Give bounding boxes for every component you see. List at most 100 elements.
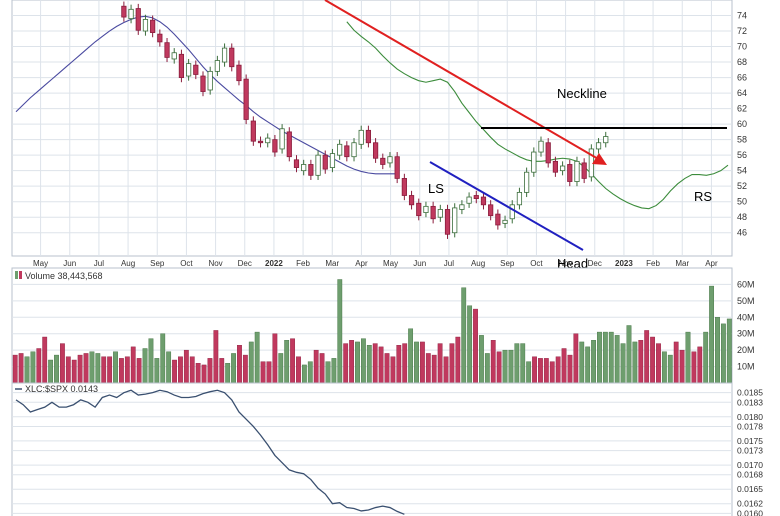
candle-body: [164, 42, 170, 58]
ratio-y-axis: 0.01600.01620.01650.01680.01700.01730.01…: [737, 388, 763, 516]
volume-bar: [644, 330, 650, 384]
volume-bar: [178, 356, 183, 384]
candle-body: [200, 75, 206, 92]
volume-bar: [378, 346, 384, 384]
candle-body: [135, 8, 141, 31]
volume-bar: [585, 346, 591, 384]
candle-body: [581, 162, 587, 179]
candle-body: [430, 205, 436, 220]
candle-body: [322, 154, 328, 170]
month-tick-label: Jun: [63, 259, 76, 268]
volume-bar: [543, 358, 549, 384]
volume-bar: [254, 331, 260, 384]
price-tick-label: 62: [737, 104, 747, 114]
rs-label: RS: [694, 189, 712, 204]
volume-bar: [65, 356, 71, 384]
price-tick-label: 66: [737, 73, 747, 83]
candle-body: [250, 120, 256, 142]
volume-bar: [490, 340, 496, 384]
volume-bar: [166, 351, 172, 384]
volume-bar: [437, 343, 443, 384]
volume-bar: [113, 351, 118, 384]
volume-bar: [726, 318, 732, 384]
price-tick-label: 70: [737, 42, 747, 52]
volume-bar: [549, 361, 555, 384]
price-panel: 46 48 50 52 54 56 58 60 62 64 66 68 70 72 74 Neckline …: [11, 0, 747, 271]
volume-bar: [201, 364, 207, 384]
volume-bar: [213, 330, 219, 384]
volume-tick-label: 50M: [737, 296, 755, 306]
month-tick-label: Mar: [675, 259, 689, 268]
price-tick-label: 58: [737, 135, 747, 145]
candle-body: [459, 204, 465, 210]
ratio-panel: 0.01600.01620.01650.01680.01700.01730.01…: [11, 382, 763, 516]
month-tick-label: Mar: [325, 259, 339, 268]
volume-bar: [514, 343, 520, 384]
candle-body: [437, 209, 443, 218]
candle-body: [171, 52, 177, 60]
volume-bar: [425, 353, 431, 384]
volume-bar: [561, 348, 567, 384]
candle-body: [186, 63, 192, 77]
volume-bar: [183, 349, 189, 384]
short-moving-average: [346, 21, 729, 210]
candle-body: [214, 60, 220, 72]
ratio-tick-label: 0.0175: [737, 436, 763, 446]
month-tick-label: Jul: [444, 259, 454, 268]
volume-bar: [42, 336, 48, 384]
volume-bar: [355, 341, 360, 384]
volume-bar: [290, 338, 295, 384]
volume-bar: [219, 358, 225, 384]
volume-bar: [207, 358, 213, 384]
price-y-axis: 46 48 50 52 54 56 58 60 62 64 66 68 70 72 74: [737, 11, 747, 238]
volume-bar: [402, 343, 408, 384]
volume-bar: [24, 356, 30, 384]
price-tick-label: 54: [737, 166, 747, 176]
ratio-line: [15, 389, 405, 515]
volume-bar: [36, 348, 42, 384]
volume-bar: [18, 353, 24, 384]
candle-body: [157, 33, 163, 43]
candle-body: [416, 202, 422, 217]
candle-body: [329, 153, 336, 168]
candle-body: [358, 129, 364, 145]
candle-body: [265, 137, 271, 144]
volume-bar: [71, 359, 77, 384]
volume-legend-swatch-up: [15, 271, 18, 279]
volume-bar: [48, 359, 54, 384]
downtrend-arrowhead: [592, 153, 607, 165]
volume-bar: [30, 351, 36, 384]
volume-bar: [272, 333, 278, 384]
volume-bar: [231, 353, 236, 384]
candle-body: [221, 47, 228, 63]
neckline-label: Neckline: [557, 86, 607, 101]
volume-bar: [461, 287, 467, 384]
volume-bar: [420, 341, 425, 384]
ratio-tick-label: 0.0183: [737, 397, 763, 407]
ratio-panel-frame: [11, 382, 733, 516]
downtrend-arrow-line: [324, 0, 601, 161]
ls-label: LS: [428, 181, 444, 196]
month-tick-label: Apr: [355, 259, 368, 268]
volume-bar: [508, 349, 514, 384]
volume-bar: [119, 358, 124, 384]
volume-bar: [502, 349, 508, 384]
volume-bar: [360, 338, 366, 384]
candle-body: [466, 196, 472, 204]
candle-body: [121, 5, 127, 18]
volume-bar: [496, 351, 502, 384]
candle-body: [603, 136, 609, 144]
volume-bar: [77, 354, 83, 384]
volume-bar: [260, 361, 266, 384]
volume-bar: [626, 325, 632, 384]
volume-bar: [195, 363, 201, 384]
price-tick-label: 50: [737, 197, 747, 207]
candle-body: [495, 213, 501, 226]
candle-body: [193, 64, 199, 75]
ratio-polyline: [15, 389, 405, 515]
month-tick-label: Dec: [238, 259, 252, 268]
volume-bar: [579, 341, 585, 384]
ratio-tick-label: 0.0162: [737, 499, 763, 509]
candle-body: [351, 142, 357, 158]
